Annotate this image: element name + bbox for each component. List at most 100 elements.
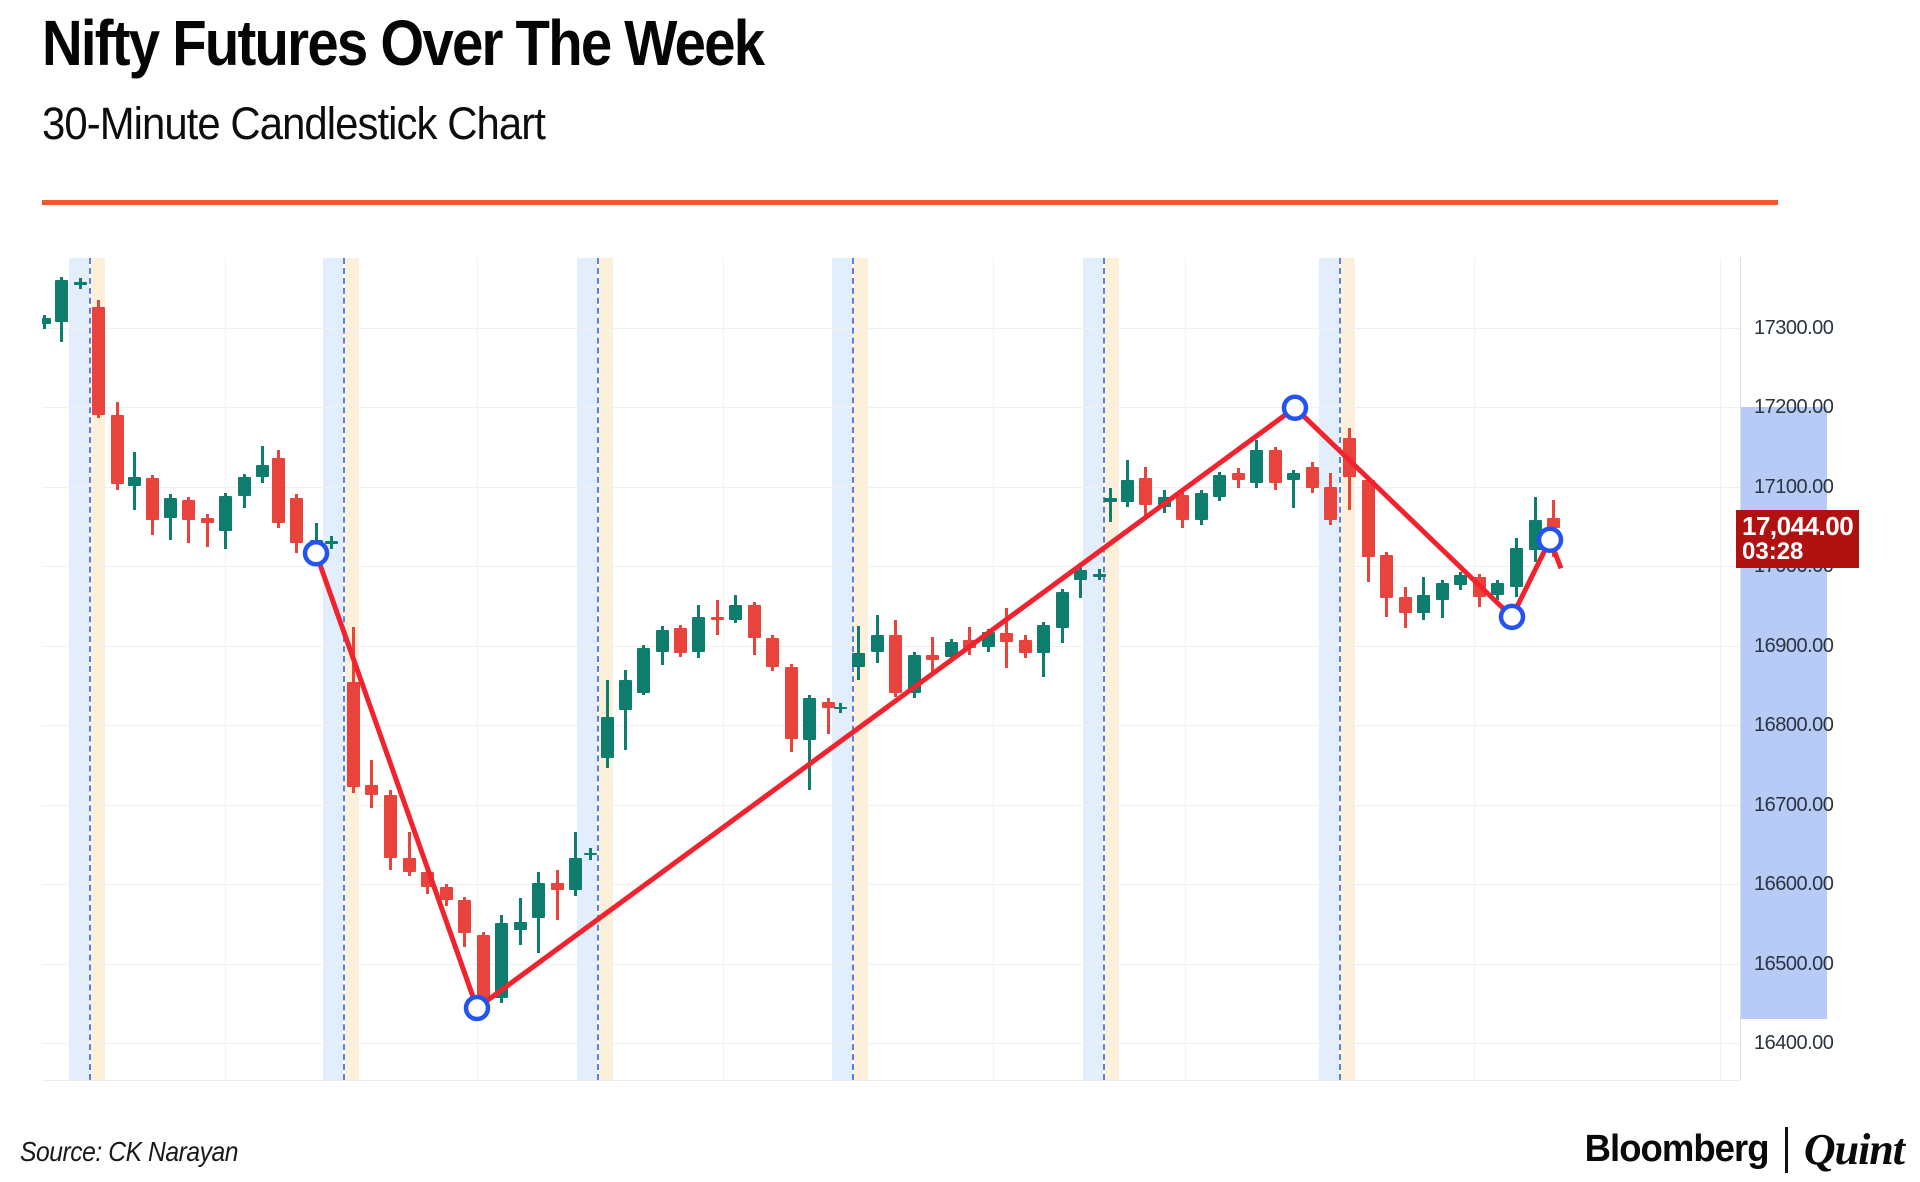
candle-body (200, 518, 214, 524)
candle-body (476, 934, 490, 998)
candle-body (636, 647, 650, 694)
candle-body (271, 457, 285, 524)
candle-wick (407, 832, 411, 877)
candle-body (583, 852, 597, 856)
y-axis-label: 17200.00 (1754, 396, 1834, 418)
candle-body (833, 706, 847, 710)
candle-body (962, 639, 976, 648)
brand-logos: Bloomberg Quint (1577, 1124, 1905, 1175)
candle-body (1546, 517, 1560, 528)
day-separator-line (1103, 258, 1105, 1080)
axis-price-range-band (1741, 407, 1827, 1020)
candle-body (1103, 498, 1117, 502)
y-axis-label: 16900.00 (1754, 634, 1834, 657)
candle-body (1379, 554, 1393, 598)
candle-body (1036, 624, 1050, 654)
candle-wick (807, 694, 811, 791)
last-price-countdown: 03:28 (1742, 537, 1804, 565)
grid-line-horizontal (42, 884, 1740, 885)
candle-body (513, 922, 527, 931)
candle-body (1249, 449, 1263, 484)
session-band-open (599, 258, 613, 1080)
day-separator-line (343, 258, 345, 1080)
candle-body (346, 682, 360, 787)
y-axis-label: 17300.00 (1754, 316, 1834, 339)
page-title: Nifty Futures Over The Week (42, 7, 765, 79)
candle-wick (623, 670, 627, 750)
zigzag-trend-line (313, 405, 1564, 1011)
last-price-value: 17,044.00 (1742, 511, 1854, 542)
candle-body (821, 701, 835, 708)
session-band-preclose (69, 258, 89, 1080)
session-band-preclose (832, 258, 852, 1080)
candle-body (1453, 574, 1467, 586)
candle-wick (314, 523, 318, 554)
candle-body (110, 414, 124, 485)
candle-body (851, 653, 865, 667)
y-axis-label: 16600.00 (1754, 873, 1834, 895)
candle-body (673, 628, 687, 654)
grid-line-horizontal (42, 566, 1740, 567)
y-axis-label: 17100.00 (1754, 475, 1834, 498)
candle-body (925, 655, 939, 660)
candle-body (73, 282, 87, 285)
day-separator-line (597, 258, 599, 1080)
candle-body (765, 638, 779, 667)
candle-wick (260, 445, 264, 483)
candle-body (1120, 480, 1134, 503)
candle-wick (555, 869, 559, 920)
candle-body (255, 465, 269, 477)
price-axis: 17300.0017200.0017100.0017000.0016900.00… (1740, 258, 1920, 1080)
grid-line-horizontal (42, 1043, 1740, 1044)
candle-body (655, 629, 669, 652)
candle-body (784, 666, 798, 739)
candle-body (710, 616, 724, 621)
brand-divider (1784, 1126, 1788, 1173)
candle-body (618, 679, 632, 710)
candle-body (1231, 472, 1245, 481)
pivot-circle (1281, 394, 1309, 422)
candle-body (1175, 495, 1189, 520)
grid-line-horizontal (42, 804, 1740, 806)
grid-line-vertical (1185, 258, 1186, 1080)
candle-body (691, 616, 705, 652)
candle-body (1092, 573, 1106, 578)
session-band-open (91, 258, 105, 1080)
candle-body (383, 794, 397, 858)
candle-body (364, 784, 378, 795)
candle-wick (205, 514, 209, 547)
zigzag-overlay (302, 394, 1564, 1022)
candle-wick (856, 625, 860, 680)
candle-wick (1108, 488, 1112, 523)
grid-line-horizontal (42, 963, 1740, 965)
candle-body (54, 279, 68, 322)
candle-body (1305, 466, 1319, 489)
candle-body (568, 857, 582, 891)
y-axis-label: 16500.00 (1754, 952, 1834, 975)
candle-body (1194, 492, 1208, 520)
candle-body (42, 317, 51, 325)
day-separator-line (852, 258, 854, 1080)
chart-pane (42, 258, 1740, 1081)
grid-line-vertical (1474, 258, 1475, 1080)
candle-body (324, 541, 338, 544)
candle-body (402, 857, 416, 873)
y-axis-label: 16400.00 (1754, 1032, 1834, 1054)
candle-body (163, 497, 177, 519)
session-band-preclose (577, 258, 597, 1080)
candle-body (1435, 583, 1449, 601)
candle-wick (826, 697, 830, 734)
candle-body (1361, 480, 1375, 558)
grid-line-vertical (225, 258, 226, 1080)
pivot-circle (1498, 603, 1526, 631)
candle-body (127, 476, 141, 487)
candle-wick (186, 496, 190, 543)
candle-body (747, 604, 761, 639)
candle-body (1138, 477, 1152, 505)
candle-body (1509, 547, 1523, 587)
candle-body (1490, 583, 1504, 596)
source-credit: Source: CK Narayan (20, 1136, 239, 1167)
candle-body (145, 477, 159, 520)
grid-line-vertical (723, 258, 724, 1080)
candle-body (457, 899, 471, 934)
